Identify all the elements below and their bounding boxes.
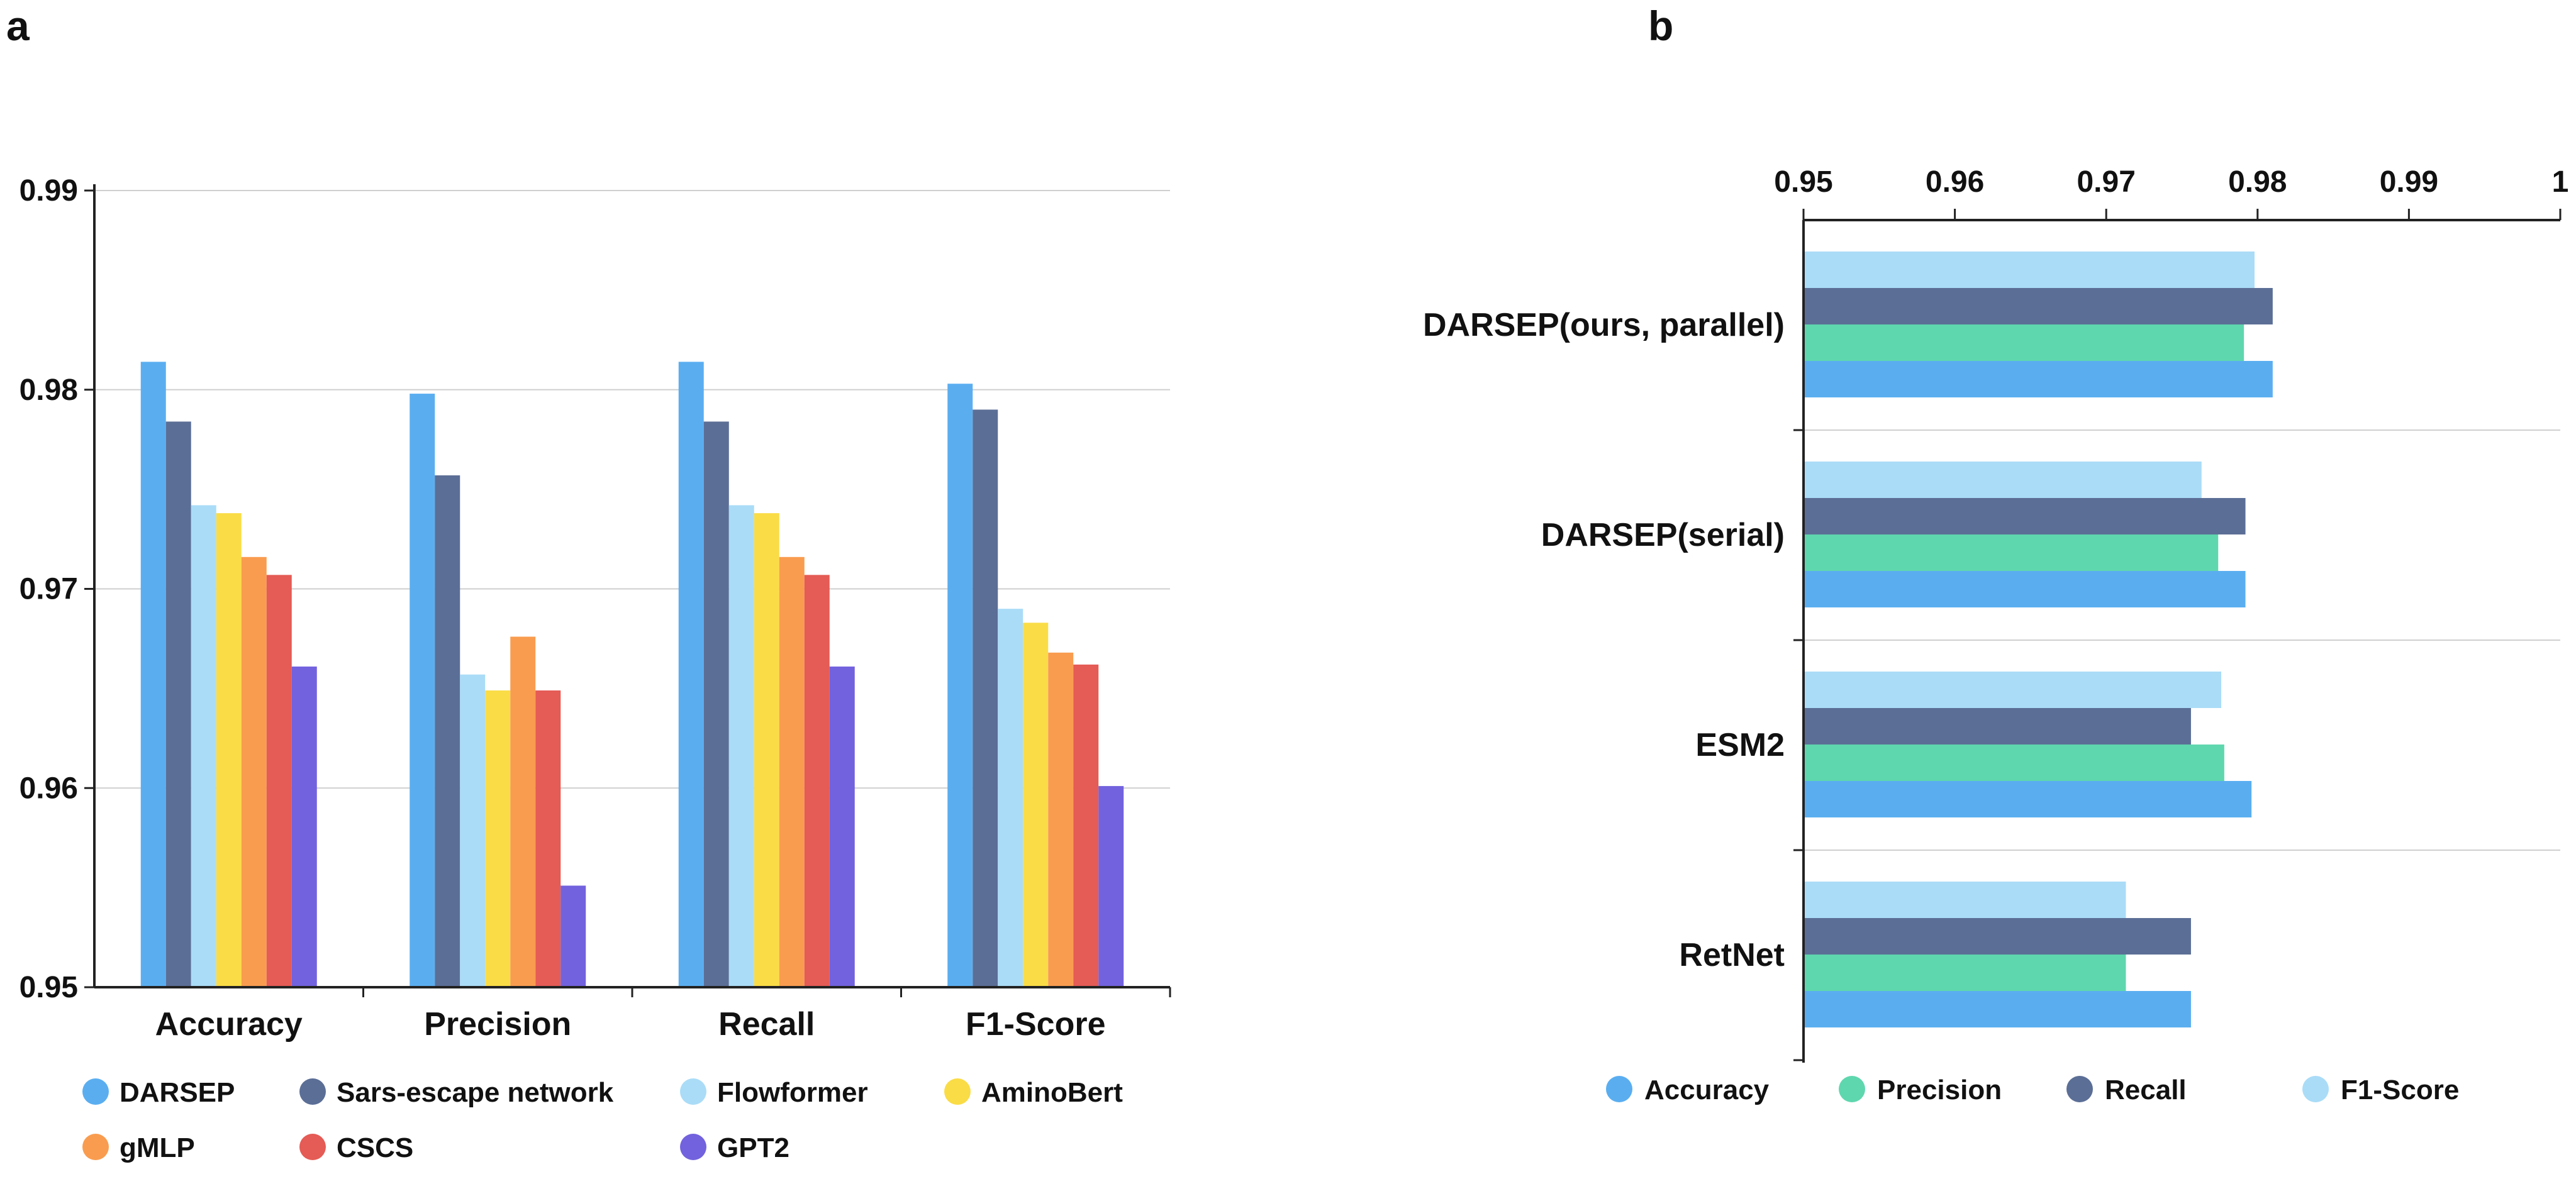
panel-b-letter: b bbox=[1648, 3, 1673, 49]
b-x-tick-label: 0.97 bbox=[2077, 165, 2135, 199]
a-x-category-label: Precision bbox=[424, 1006, 571, 1043]
b-legend-marker-accuracy bbox=[1606, 1076, 1632, 1102]
a-bar-flowformer-precision bbox=[460, 674, 486, 987]
a-bar-cscs-f1-score bbox=[1073, 664, 1099, 987]
a-bar-gmlp-f1-score bbox=[1048, 652, 1074, 987]
b-bar-accuracy-darsep-ours-parallel bbox=[1804, 361, 2273, 397]
a-legend-label-gpt2: GPT2 bbox=[717, 1132, 789, 1163]
b-x-tick-label: 0.98 bbox=[2228, 165, 2287, 199]
b-bar-accuracy-darsep-serial bbox=[1804, 571, 2246, 607]
a-bar-darsep-f1-score bbox=[947, 384, 973, 987]
a-x-category-label: Recall bbox=[718, 1006, 815, 1043]
a-legend-label-flowformer: Flowformer bbox=[717, 1077, 868, 1108]
b-legend-label-f1-score: F1-Score bbox=[2341, 1075, 2459, 1105]
a-legend-marker-aminobert bbox=[944, 1078, 971, 1105]
a-bar-sars-escape-network-recall bbox=[703, 421, 729, 987]
b-y-category-label: DARSEP(serial) bbox=[1541, 517, 1785, 553]
a-bar-flowformer-accuracy bbox=[191, 505, 216, 987]
b-x-tick-label: 0.99 bbox=[2380, 165, 2438, 199]
a-bar-sars-escape-network-precision bbox=[435, 475, 460, 987]
a-legend-label-aminobert: AminoBert bbox=[981, 1077, 1123, 1108]
a-y-tick-label: 0.96 bbox=[20, 772, 78, 805]
b-bar-f1-score-darsep-ours-parallel bbox=[1804, 252, 2255, 288]
a-legend-label-darsep: DARSEP bbox=[120, 1077, 235, 1108]
b-bar-f1-score-esm2 bbox=[1804, 672, 2222, 708]
a-bar-darsep-accuracy bbox=[140, 362, 166, 987]
b-legend-label-precision: Precision bbox=[1877, 1075, 2002, 1105]
b-legend-marker-f1-score bbox=[2302, 1076, 2329, 1102]
a-bar-cscs-accuracy bbox=[266, 575, 292, 987]
b-legend-label-recall: Recall bbox=[2105, 1075, 2187, 1105]
a-bar-gpt2-precision bbox=[560, 885, 586, 987]
a-bar-sars-escape-network-accuracy bbox=[165, 421, 191, 987]
b-legend-marker-precision bbox=[1839, 1076, 1865, 1102]
b-legend-label-accuracy: Accuracy bbox=[1644, 1075, 1770, 1105]
a-legend-marker-sars-escape-network bbox=[299, 1078, 326, 1105]
b-bar-accuracy-esm2 bbox=[1804, 781, 2252, 817]
panel-a-bar-chart: 0.95 0.96 0.97 0.98 0.99 Accuracy Precision Rec… bbox=[20, 174, 1171, 1163]
panel-a-letter: a bbox=[6, 3, 30, 49]
a-bar-flowformer-f1-score bbox=[998, 609, 1023, 987]
b-bar-recall-darsep-serial bbox=[1804, 498, 2246, 534]
b-y-category-label: DARSEP(ours, parallel) bbox=[1423, 307, 1785, 343]
a-bar-aminobert-f1-score bbox=[1023, 623, 1049, 987]
a-bar-cscs-recall bbox=[804, 575, 830, 987]
b-bar-precision-retnet bbox=[1804, 955, 2126, 991]
b-bar-precision-darsep-ours-parallel bbox=[1804, 324, 2244, 361]
a-legend-marker-flowformer bbox=[680, 1078, 706, 1105]
a-y-tick-label: 0.99 bbox=[20, 174, 78, 208]
a-x-category-label: F1-Score bbox=[966, 1006, 1106, 1043]
a-y-tick-label: 0.98 bbox=[20, 374, 78, 407]
a-bar-darsep-precision bbox=[410, 394, 435, 987]
b-bar-recall-retnet bbox=[1804, 918, 2191, 955]
a-bar-gpt2-f1-score bbox=[1098, 786, 1124, 987]
a-legend-label-cscs: CSCS bbox=[337, 1132, 413, 1163]
a-bar-darsep-recall bbox=[678, 362, 704, 987]
a-bar-cscs-precision bbox=[535, 690, 561, 987]
a-legend-marker-gmlp bbox=[82, 1134, 109, 1160]
b-bar-precision-esm2 bbox=[1804, 744, 2224, 781]
a-x-category-label: Accuracy bbox=[155, 1006, 303, 1043]
a-legend-marker-gpt2 bbox=[680, 1134, 706, 1160]
b-bar-accuracy-retnet bbox=[1804, 991, 2191, 1027]
a-legend-marker-darsep bbox=[82, 1078, 109, 1105]
b-x-tick-label: 0.95 bbox=[1774, 165, 1832, 199]
a-bar-gpt2-accuracy bbox=[291, 667, 317, 987]
a-bar-gmlp-accuracy bbox=[241, 556, 267, 987]
a-bar-gmlp-recall bbox=[779, 556, 805, 987]
b-y-category-label: RetNet bbox=[1679, 937, 1785, 973]
a-legend-label-sars-escape-network: Sars-escape network bbox=[337, 1077, 614, 1108]
a-bar-gpt2-recall bbox=[829, 667, 855, 987]
panel-b-horizontal-bar-chart: 0.95 0.96 0.97 0.98 0.99 1 DARSEP(ours, parall… bbox=[1423, 165, 2568, 1105]
a-bar-gmlp-precision bbox=[510, 636, 536, 987]
b-legend-marker-recall bbox=[2066, 1076, 2093, 1102]
b-x-tick-label: 1 bbox=[2552, 165, 2569, 199]
a-legend-label-gmlp: gMLP bbox=[120, 1132, 195, 1163]
b-x-tick-label: 0.96 bbox=[1926, 165, 1984, 199]
b-bar-precision-darsep-serial bbox=[1804, 534, 2219, 571]
a-y-tick-label: 0.95 bbox=[20, 971, 78, 1004]
a-bar-sars-escape-network-f1-score bbox=[973, 409, 998, 987]
b-bar-recall-esm2 bbox=[1804, 708, 2191, 744]
a-bar-aminobert-recall bbox=[754, 513, 779, 987]
a-bar-flowformer-recall bbox=[728, 505, 754, 987]
a-legend-marker-cscs bbox=[299, 1134, 326, 1160]
a-y-tick-label: 0.97 bbox=[20, 573, 78, 606]
a-bar-aminobert-precision bbox=[485, 690, 511, 987]
b-y-category-label: ESM2 bbox=[1695, 727, 1785, 763]
a-bar-aminobert-accuracy bbox=[216, 513, 242, 987]
b-bar-recall-darsep-ours-parallel bbox=[1804, 288, 2273, 324]
b-bar-f1-score-retnet bbox=[1804, 882, 2126, 918]
b-bar-f1-score-darsep-serial bbox=[1804, 462, 2202, 498]
